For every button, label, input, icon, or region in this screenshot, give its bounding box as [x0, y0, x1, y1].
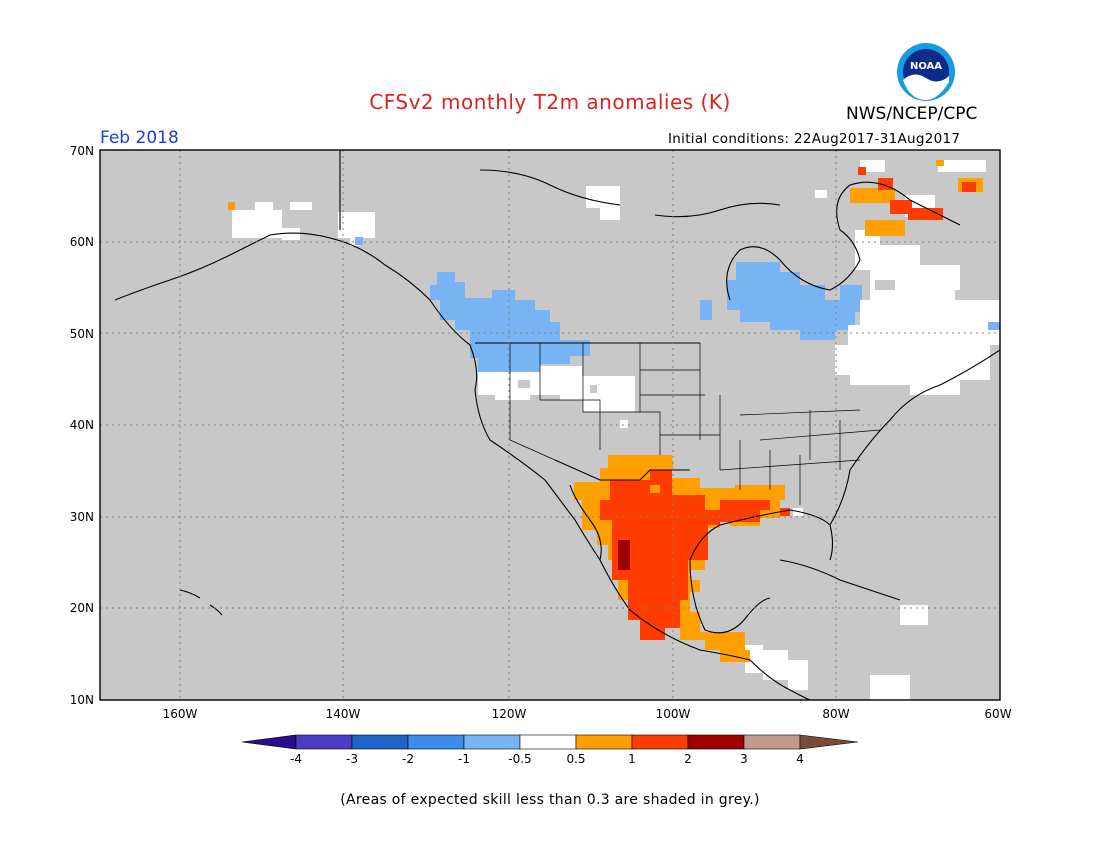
lon-label: 140W	[326, 707, 361, 721]
colorbar-high-arrow	[799, 734, 859, 750]
colorbar-swatch	[687, 734, 745, 750]
colorbar-swatch	[463, 734, 521, 750]
colorbar-swatch	[519, 734, 577, 750]
lat-label: 30N	[70, 510, 94, 524]
lon-label: 80W	[822, 707, 849, 721]
lat-label: 40N	[70, 418, 94, 432]
chart-title: CFSv2 monthly T2m anomalies (K)	[369, 90, 731, 114]
lon-label: 160W	[163, 707, 198, 721]
region-baffin-warm	[850, 160, 983, 236]
coastlines	[114, 150, 1000, 700]
gridlines	[100, 150, 1000, 700]
colorbar-label: -4	[290, 752, 302, 766]
noaa-logo-text: NOAA	[910, 61, 942, 72]
initial-conditions: Initial conditions: 22Aug2017-31Aug2017	[668, 131, 961, 147]
lat-label: 60N	[70, 235, 94, 249]
map-figure: 70N 60N 50N 40N 30N 20N 10N 160W 140W 12…	[70, 144, 1012, 766]
colorbar-label: -3	[346, 752, 358, 766]
region-pacific-northwest-cold	[355, 237, 590, 372]
region-central-america-near-normal	[740, 508, 928, 700]
agency-label: NWS/NCEP/CPC	[846, 104, 978, 124]
lat-label: 70N	[70, 144, 94, 158]
colorbar-label: 2	[684, 752, 692, 766]
colorbar	[241, 734, 859, 750]
map-frame	[99, 149, 1001, 701]
skill-footnote: (Areas of expected skill less than 0.3 a…	[340, 792, 760, 808]
lon-label: 100W	[656, 707, 691, 721]
colorbar-swatch	[351, 734, 409, 750]
region-great-basin-near-normal	[478, 366, 635, 428]
lat-label: 20N	[70, 601, 94, 615]
colorbar-label: -0.5	[508, 752, 531, 766]
colorbar-label: -2	[402, 752, 414, 766]
region-quebec-cold	[700, 262, 862, 340]
lon-axis: 160W 140W 120W 100W 80W 60W	[163, 707, 1012, 721]
colorbar-label: 3	[740, 752, 748, 766]
colorbar-label: 0.5	[566, 752, 585, 766]
colorbar-swatch	[295, 734, 353, 750]
colorbar-label: 1	[628, 752, 636, 766]
anomaly-layer	[228, 160, 1000, 700]
colorbar-label: -1	[458, 752, 470, 766]
lat-axis: 70N 60N 50N 40N 30N 20N 10N	[70, 144, 94, 707]
region-eastern-canada-near-normal	[815, 160, 1000, 395]
lon-label: 60W	[984, 707, 1011, 721]
lat-label: 10N	[70, 693, 94, 707]
colorbar-label: 4	[796, 752, 804, 766]
noaa-logo: NOAA	[896, 42, 956, 102]
colorbar-swatch	[743, 734, 801, 750]
lat-label: 50N	[70, 327, 94, 341]
colorbar-low-arrow	[241, 734, 297, 750]
colorbar-swatch	[407, 734, 465, 750]
forecast-period: Feb 2018	[100, 128, 179, 148]
colorbar-labels: -4 -3 -2 -1 -0.5 0.5 1 2 3 4	[290, 752, 804, 766]
colorbar-swatch	[575, 734, 633, 750]
lon-label: 120W	[492, 707, 527, 721]
colorbar-swatch	[631, 734, 689, 750]
